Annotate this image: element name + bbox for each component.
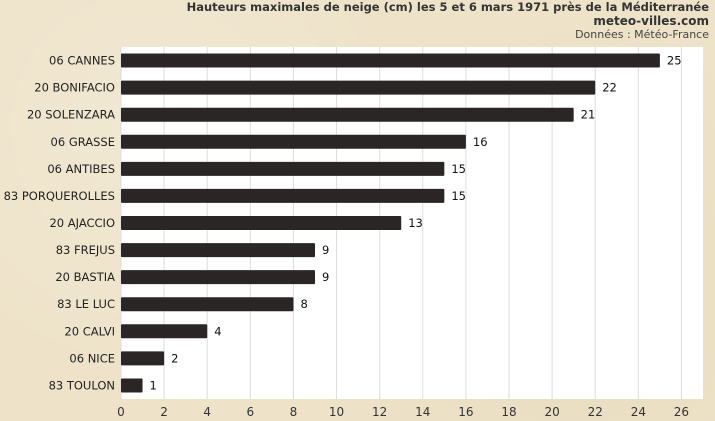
x-tick-label: 16 bbox=[458, 405, 473, 419]
x-tick-label: 22 bbox=[588, 405, 603, 419]
data-label: 25 bbox=[667, 54, 682, 68]
bar bbox=[121, 243, 315, 258]
x-tick-label: 4 bbox=[203, 405, 211, 419]
data-label: 9 bbox=[322, 270, 329, 284]
bar bbox=[121, 161, 445, 176]
bar bbox=[121, 107, 574, 122]
category-label: 83 PORQUEROLLES bbox=[4, 189, 115, 203]
category-label: 20 SOLENZARA bbox=[27, 108, 115, 122]
x-tick-label: 26 bbox=[674, 405, 689, 419]
category-label: 20 BONIFACIO bbox=[34, 81, 115, 95]
data-label: 15 bbox=[451, 189, 466, 203]
category-label: 06 CANNES bbox=[49, 54, 115, 68]
category-label: 20 BASTIA bbox=[55, 270, 115, 284]
bar bbox=[121, 188, 445, 203]
chart-header: Hauteurs maximales de neige (cm) les 5 e… bbox=[187, 0, 709, 42]
category-label: 06 ANTIBES bbox=[47, 162, 115, 176]
data-label: 9 bbox=[322, 243, 329, 257]
x-tick-label: 6 bbox=[247, 405, 255, 419]
bar bbox=[121, 297, 294, 312]
bars bbox=[121, 53, 660, 393]
category-label: 20 AJACCIO bbox=[49, 216, 115, 230]
data-label: 16 bbox=[473, 135, 488, 149]
data-label: 8 bbox=[300, 297, 307, 311]
category-labels: 06 CANNES 20 BONIFACIO 20 SOLENZARA 06 GRAS… bbox=[4, 54, 116, 393]
bar bbox=[121, 270, 315, 285]
x-tick-label: 0 bbox=[117, 405, 125, 419]
bar bbox=[121, 134, 466, 149]
category-label: 83 TOULON bbox=[49, 378, 115, 392]
x-tick-label: 8 bbox=[290, 405, 298, 419]
category-label: 20 CALVI bbox=[64, 324, 115, 338]
bar bbox=[121, 324, 208, 339]
data-label: 13 bbox=[408, 216, 423, 230]
bar bbox=[121, 53, 660, 68]
x-tick-label: 12 bbox=[372, 405, 387, 419]
data-source: Données : Météo-France bbox=[575, 28, 709, 41]
category-label: 83 FREJUS bbox=[56, 243, 115, 257]
x-tick-label: 10 bbox=[329, 405, 344, 419]
site-name: meteo-villes.com bbox=[593, 14, 709, 28]
x-tick-label: 2 bbox=[160, 405, 168, 419]
data-label: 1 bbox=[150, 378, 157, 392]
data-label: 2 bbox=[171, 351, 178, 365]
bar bbox=[121, 351, 165, 366]
bar bbox=[121, 216, 402, 230]
data-label: 21 bbox=[581, 108, 596, 122]
x-tick-label: 20 bbox=[544, 405, 559, 419]
category-label: 06 GRASSE bbox=[51, 135, 115, 149]
x-tick-label: 14 bbox=[415, 405, 430, 419]
category-label: 83 LE LUC bbox=[57, 297, 115, 311]
bar bbox=[121, 378, 143, 393]
data-label: 22 bbox=[602, 81, 617, 95]
x-tick-label: 24 bbox=[631, 405, 646, 419]
data-label: 4 bbox=[214, 324, 221, 338]
data-label: 15 bbox=[451, 162, 466, 176]
x-axis-ticks: 0 2 4 6 8 10 12 14 16 18 20 22 24 26 bbox=[117, 405, 689, 419]
category-label: 06 NICE bbox=[69, 351, 115, 365]
bar bbox=[121, 80, 596, 95]
x-tick-label: 18 bbox=[501, 405, 516, 419]
chart-title: Hauteurs maximales de neige (cm) les 5 e… bbox=[186, 0, 709, 14]
